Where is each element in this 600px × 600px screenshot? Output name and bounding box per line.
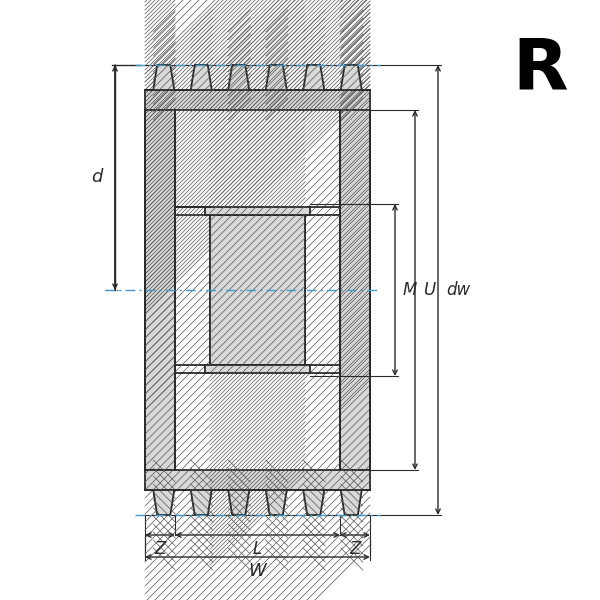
Text: dw: dw [446, 281, 470, 299]
Polygon shape [210, 215, 305, 365]
Polygon shape [332, 65, 370, 90]
Polygon shape [205, 207, 310, 215]
Text: Z: Z [349, 540, 361, 558]
Polygon shape [145, 470, 370, 490]
Text: Z: Z [154, 540, 166, 558]
Polygon shape [257, 65, 295, 90]
Polygon shape [220, 65, 257, 90]
Polygon shape [145, 110, 175, 470]
Polygon shape [175, 215, 210, 365]
Polygon shape [340, 110, 370, 470]
Polygon shape [305, 215, 340, 365]
Text: M: M [403, 281, 418, 299]
Polygon shape [220, 490, 257, 515]
Polygon shape [182, 490, 220, 515]
Polygon shape [295, 65, 332, 90]
Polygon shape [295, 490, 332, 515]
Text: d: d [91, 169, 103, 187]
Polygon shape [257, 490, 295, 515]
Polygon shape [205, 365, 310, 373]
Polygon shape [145, 65, 182, 90]
Polygon shape [145, 490, 182, 515]
Polygon shape [332, 490, 370, 515]
Text: U: U [423, 281, 435, 299]
Polygon shape [182, 65, 220, 90]
Text: W: W [248, 562, 266, 580]
Polygon shape [145, 90, 370, 110]
Text: R: R [512, 35, 568, 104]
Text: L: L [253, 540, 262, 558]
